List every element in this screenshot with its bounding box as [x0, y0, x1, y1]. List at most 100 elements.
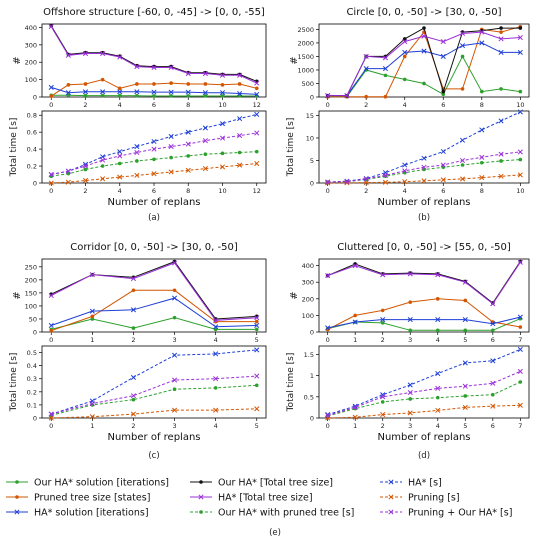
y-tick-label: 1500 — [297, 53, 314, 61]
data-point — [421, 48, 427, 54]
data-point — [151, 89, 157, 95]
y-axis-label: # — [12, 56, 23, 64]
legend-label: HA* solution [iterations] — [34, 508, 149, 519]
data-point — [130, 411, 137, 417]
y-tick-label: 400 — [25, 24, 37, 32]
data-point — [185, 167, 191, 173]
data-point — [459, 30, 466, 37]
data-point — [421, 33, 427, 39]
data-point — [100, 77, 105, 82]
series-line-time-6 — [327, 111, 521, 183]
data-point — [490, 358, 496, 364]
data-point — [325, 93, 331, 99]
data-point — [90, 317, 95, 321]
data-point — [498, 36, 504, 42]
x-tick-label: 12 — [253, 101, 261, 109]
data-point — [237, 133, 243, 139]
data-point — [82, 89, 89, 95]
data-point — [213, 407, 219, 413]
y-tick-label: 0 — [310, 94, 314, 102]
legend-entry: Our HA* with pruned tree [s] — [190, 508, 354, 519]
data-point — [440, 177, 446, 183]
y-axis-label: # — [12, 291, 23, 299]
x-axis-label: Number of replans — [107, 197, 200, 208]
data-point — [151, 138, 157, 145]
data-point — [463, 394, 468, 398]
panel-caption: (c) — [148, 451, 159, 461]
y-tick-label: 0.3 — [27, 375, 37, 383]
data-point — [364, 94, 369, 99]
y-tick-label: 300 — [25, 41, 37, 49]
data-point — [383, 94, 388, 99]
data-point — [408, 397, 413, 401]
data-point — [49, 94, 54, 98]
data-point — [254, 383, 259, 388]
y-axis-label: Total time [s] — [9, 353, 19, 413]
y-tick-label: 500 — [302, 80, 314, 88]
data-point — [117, 149, 123, 155]
legend-label: Our HA* solution [iterations] — [34, 478, 169, 489]
data-point — [352, 404, 358, 410]
y-tick-label: 0.4 — [27, 362, 37, 370]
legend-entry: Pruning [s] — [380, 493, 460, 504]
data-point — [479, 89, 484, 94]
data-point — [517, 49, 523, 55]
data-point — [435, 407, 441, 413]
data-point — [134, 144, 140, 150]
data-point — [49, 328, 54, 333]
data-point — [462, 360, 468, 366]
data-point — [479, 160, 484, 165]
data-point — [517, 172, 523, 178]
data-point — [380, 308, 385, 313]
data-point — [48, 180, 54, 186]
data-point — [380, 321, 385, 325]
data-point — [48, 24, 54, 30]
data-point — [220, 83, 225, 87]
data-point — [344, 93, 350, 99]
series-line-time-8 — [51, 375, 257, 415]
series-line-count-2 — [327, 316, 521, 329]
legend-marker — [388, 509, 394, 515]
data-point — [171, 352, 178, 358]
data-point — [130, 374, 137, 380]
legend-label: Our HA* [Total tree size] — [218, 478, 333, 489]
data-point — [402, 39, 408, 45]
data-point — [151, 64, 157, 71]
data-point — [168, 89, 174, 95]
data-point — [130, 393, 137, 399]
data-point — [402, 77, 407, 82]
data-point — [440, 53, 446, 59]
data-point — [213, 317, 219, 323]
data-point — [65, 179, 71, 185]
x-tick-label: 3 — [172, 422, 176, 430]
data-point — [407, 390, 413, 396]
data-point — [100, 176, 106, 182]
figure-legend: Our HA* solution [iterations] Pruned tree… — [6, 478, 512, 519]
data-point — [352, 319, 358, 325]
data-point — [152, 94, 156, 98]
data-point — [460, 87, 465, 91]
y-tick-label: 1.5 — [304, 351, 314, 359]
data-point — [499, 26, 503, 30]
data-point — [48, 84, 54, 90]
data-point — [48, 415, 54, 421]
chart-title: Offshore structure [-60, 0, -45] -> [0, … — [43, 7, 265, 18]
series-line-time-6 — [327, 348, 521, 416]
data-point — [237, 162, 243, 168]
data-point — [213, 376, 219, 382]
x-tick-label: 4 — [118, 187, 122, 195]
panel-caption: (a) — [148, 213, 160, 223]
data-point — [254, 86, 259, 91]
series-line-count-2 — [51, 86, 257, 95]
x-tick-label: 1 — [90, 336, 94, 344]
legend-marker — [198, 494, 204, 500]
legend-entry: Our HA* solution [iterations] — [6, 478, 169, 489]
data-point — [441, 89, 446, 94]
data-point — [435, 370, 441, 377]
data-point — [186, 154, 191, 158]
data-point — [517, 149, 523, 155]
legend-entry: Pruning + Our HA* [s] — [380, 508, 512, 519]
data-point — [382, 66, 389, 72]
data-point — [48, 171, 54, 178]
data-point — [254, 373, 260, 379]
